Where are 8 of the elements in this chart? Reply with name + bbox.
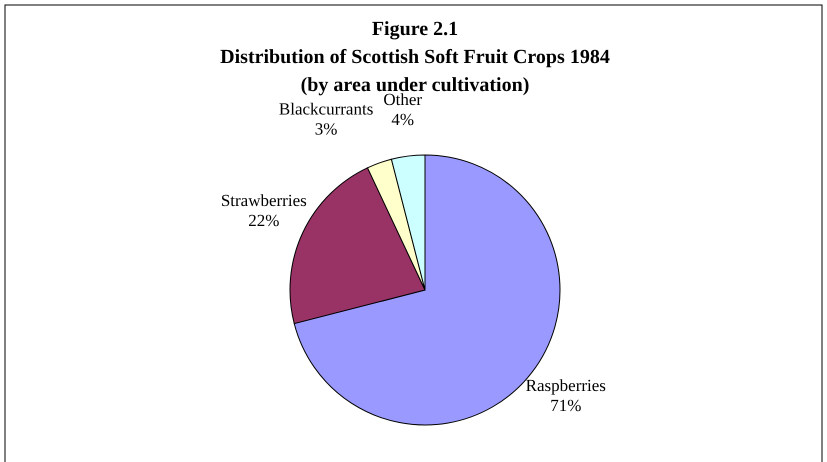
slice-label: Strawberries xyxy=(220,191,307,210)
slice-label: Other xyxy=(383,90,422,110)
data-label: 3% xyxy=(314,119,338,138)
data-label: 22% xyxy=(248,211,280,230)
slice-label: Blackcurrants xyxy=(278,99,374,118)
data-label: 71% xyxy=(550,396,582,416)
slice-label: Raspberries xyxy=(526,376,606,396)
data-label: 4% xyxy=(391,110,414,130)
